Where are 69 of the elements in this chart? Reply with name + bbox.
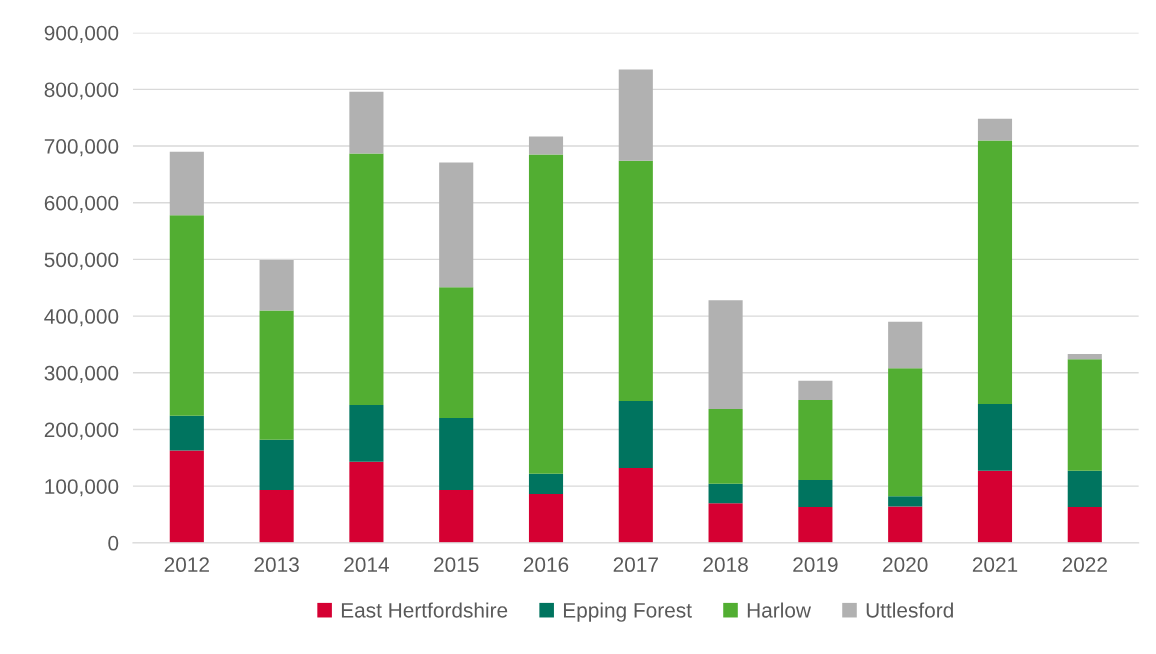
x-tick-label: 2019: [793, 557, 838, 573]
bar: [708, 483, 743, 504]
bar: [439, 162, 474, 288]
bar: [798, 399, 833, 480]
bar: [888, 496, 923, 507]
x-tick-label: 2018: [703, 557, 748, 573]
bar: [888, 368, 923, 497]
bar: [708, 409, 743, 484]
bar: [349, 91, 384, 154]
x-tick-label: 2015: [434, 557, 479, 573]
bar: [888, 321, 923, 369]
bar: [1067, 470, 1102, 508]
bar: [169, 415, 204, 451]
y-tick-label: 900,000: [44, 25, 119, 43]
bar: [259, 310, 294, 440]
y-tick-label: 0: [108, 535, 119, 551]
bar: [439, 490, 474, 543]
bar: [618, 401, 653, 468]
bar: [977, 118, 1013, 141]
bar: [259, 439, 294, 491]
bar: [349, 153, 384, 406]
bar: [888, 506, 923, 543]
y-tick-label: 800,000: [44, 82, 119, 100]
bar: [528, 494, 564, 543]
bar: [618, 160, 653, 402]
x-tick-label: 2017: [613, 557, 658, 573]
bar: [977, 140, 1013, 404]
bar: [618, 468, 653, 543]
x-tick-label: 2013: [254, 557, 299, 573]
y-tick-label: 100,000: [45, 479, 119, 497]
bar: [349, 461, 384, 543]
legend-label: East Hertfordshire: [341, 602, 508, 618]
bar: [798, 479, 833, 508]
bar: [798, 380, 833, 400]
y-tick-label: 400,000: [44, 309, 119, 327]
bar: [259, 490, 294, 543]
legend-label: Epping Forest: [563, 602, 692, 622]
y-tick-label: 500,000: [44, 252, 119, 270]
bar: [169, 215, 204, 416]
bar: [1067, 359, 1102, 471]
bar: [708, 503, 743, 543]
y-tick-label: 200,000: [44, 422, 119, 440]
bar: [349, 405, 384, 462]
x-tick-label: 2016: [523, 557, 569, 573]
bar: [528, 473, 564, 495]
y-tick-label: 300,000: [44, 365, 119, 383]
x-tick-label: 2022: [1062, 557, 1107, 573]
bar: [528, 136, 564, 155]
y-tick-label: 700,000: [44, 139, 119, 157]
x-tick-label: 2021: [972, 557, 1018, 573]
y-tick-label: 600,000: [44, 195, 119, 213]
x-tick-label: 2012: [164, 557, 209, 573]
bar: [1067, 507, 1102, 543]
bar: [169, 151, 204, 216]
bar: [1067, 354, 1102, 360]
bar: [439, 287, 474, 419]
bar: [708, 300, 743, 410]
bar: [439, 418, 474, 491]
bar: [259, 259, 294, 311]
bar: [977, 470, 1013, 543]
bar: [618, 69, 653, 161]
legend-label: Uttlesford: [866, 602, 953, 618]
bar: [977, 403, 1013, 471]
bar: [169, 450, 204, 543]
x-tick-label: 2020: [883, 557, 928, 573]
bar: [528, 154, 564, 474]
bar: [798, 507, 833, 543]
legend-label: Harlow: [747, 602, 812, 618]
x-tick-label: 2014: [344, 557, 389, 573]
